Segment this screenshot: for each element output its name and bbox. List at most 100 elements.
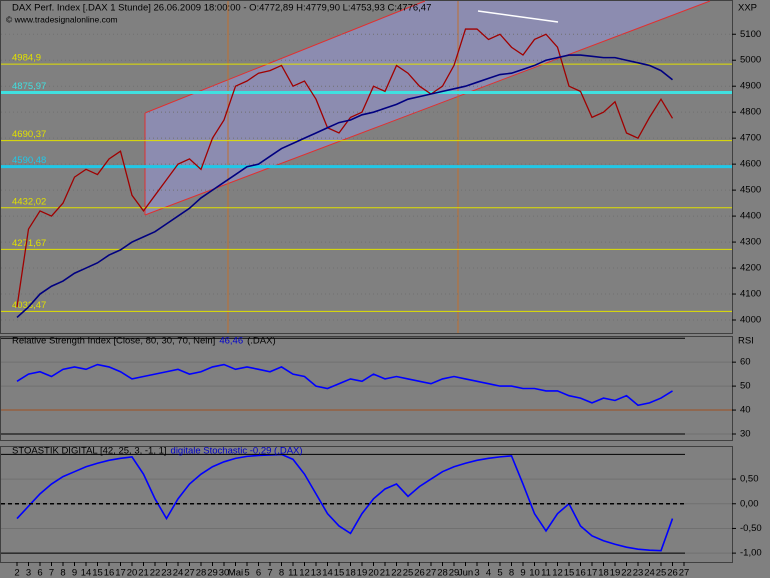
panel-title: STOASTIK DIGITAL [42, 25, 3, -1, 1] <box>12 446 167 457</box>
level-label: 4690,37 <box>12 129 46 140</box>
x-tick-label: 24 <box>644 568 655 578</box>
x-tick-label: 27 <box>679 568 690 578</box>
x-tick-label: Mai <box>228 568 243 578</box>
x-tick-label: 11 <box>541 568 551 578</box>
x-tick-label: 16 <box>575 568 586 578</box>
series-line <box>16 28 674 308</box>
x-tick-label: 22 <box>150 568 161 578</box>
x-tick-label: 12 <box>299 568 310 578</box>
x-tick-label: 10 <box>529 568 540 578</box>
channel-lower <box>144 0 711 216</box>
x-tick-label: 18 <box>345 568 356 578</box>
x-tick-label: 20 <box>368 568 379 578</box>
y-tick-label: -0,50 <box>740 523 762 534</box>
x-tick-label: 9 <box>520 568 525 578</box>
x-tick-label: 15 <box>564 568 575 578</box>
y-tick-label: 4600 <box>740 159 761 170</box>
series-line <box>16 363 673 407</box>
y-tick-label: -1,00 <box>740 548 762 559</box>
x-tick-label: 25 <box>656 568 667 578</box>
x-tick-label: 3 <box>474 568 479 578</box>
y-tick-label: 4000 <box>740 315 761 326</box>
x-tick-label: 8 <box>509 568 514 578</box>
x-tick-label: 20 <box>127 568 138 578</box>
x-tick-label: 18 <box>598 568 609 578</box>
x-tick-label: 9 <box>72 568 77 578</box>
y-tick-label: 4400 <box>740 211 761 222</box>
x-tick-label: 22 <box>391 568 402 578</box>
source: © www.tradesignalonline.com <box>6 14 118 24</box>
x-tick-label: 12 <box>552 568 563 578</box>
x-tick-label: 19 <box>610 568 621 578</box>
x-tick-label: 26 <box>667 568 678 578</box>
x-tick-label: 17 <box>115 568 126 578</box>
x-tick-label: 17 <box>587 568 598 578</box>
y-tick-label: 4900 <box>740 81 761 92</box>
x-tick-label: 23 <box>161 568 172 578</box>
x-tick-label: 26 <box>414 568 425 578</box>
x-tick-label: 28 <box>196 568 207 578</box>
y-tick-label: 5000 <box>740 55 761 66</box>
level-label: 4875,97 <box>12 81 46 92</box>
x-tick-label: 11 <box>288 568 298 578</box>
y-tick-label: 0,00 <box>740 498 759 509</box>
x-tick-label: 4 <box>486 568 491 578</box>
level-label: 4271,67 <box>12 238 46 249</box>
x-tick-label: 27 <box>426 568 437 578</box>
x-tick-label: 28 <box>437 568 448 578</box>
x-tick-label: 19 <box>357 568 368 578</box>
y-tick-label: 5100 <box>740 29 761 40</box>
level-label: 4984,9 <box>12 53 41 64</box>
y-tick-label: 4200 <box>740 263 761 274</box>
x-tick-label: 14 <box>322 568 333 578</box>
x-tick-label: 24 <box>173 568 184 578</box>
y-tick-label: 50 <box>740 381 751 392</box>
x-tick-label: 8 <box>60 568 65 578</box>
trend-line <box>477 10 559 23</box>
x-tick-label: 14 <box>81 568 92 578</box>
x-tick-label: 22 <box>621 568 632 578</box>
x-tick-label: 21 <box>380 568 391 578</box>
x-tick-label: 3 <box>26 568 31 578</box>
x-tick-label: 13 <box>311 568 322 578</box>
x-tick-label: 29 <box>207 568 218 578</box>
series-line <box>16 453 674 552</box>
x-tick-label: 5 <box>497 568 502 578</box>
level-label: 4432,02 <box>12 196 46 207</box>
y-tick-label: 4100 <box>740 289 761 300</box>
y-tick-label: 4800 <box>740 107 761 118</box>
y-tick-label: 4300 <box>740 237 761 248</box>
x-tick-label: 25 <box>403 568 414 578</box>
indicator-value: 46,46 <box>219 336 243 347</box>
y-tick-label: 40 <box>740 405 751 416</box>
x-tick-label: 7 <box>267 568 272 578</box>
x-tick-label: 8 <box>279 568 284 578</box>
panel-title: Relative Strength Index [Close, 80, 30, … <box>12 336 215 347</box>
x-tick-label: 29 <box>449 568 460 578</box>
y-axis-label: XXP <box>738 3 757 14</box>
rsi-panel <box>0 336 733 441</box>
x-tick-label: 27 <box>184 568 195 578</box>
x-tick-label: 21 <box>138 568 149 578</box>
x-tick-label: 2 <box>14 568 19 578</box>
x-tick-label: 15 <box>92 568 103 578</box>
y-tick-label: 4700 <box>740 133 761 144</box>
y-tick-label: 30 <box>740 429 751 440</box>
legend-entry: digitale Stochastic -0,29 (.DAX) <box>171 446 303 457</box>
chart-title: DAX Perf. Index [.DAX 1 Stunde] 26.06.20… <box>12 3 431 14</box>
series-line <box>16 54 673 319</box>
x-tick-label: 6 <box>37 568 42 578</box>
x-tick-label: 6 <box>256 568 261 578</box>
x-tick-label: 30 <box>219 568 230 578</box>
x-tick-label: 16 <box>104 568 115 578</box>
y-tick-label: 4500 <box>740 185 761 196</box>
x-tick-label: 5 <box>244 568 249 578</box>
x-tick-label: 7 <box>49 568 54 578</box>
level-label: 4590,48 <box>12 155 46 166</box>
x-tick-label: 23 <box>633 568 644 578</box>
x-tick-label: 15 <box>334 568 345 578</box>
x-tick-label: Jun <box>458 568 473 578</box>
indicator-symbol: (.DAX) <box>247 336 276 347</box>
